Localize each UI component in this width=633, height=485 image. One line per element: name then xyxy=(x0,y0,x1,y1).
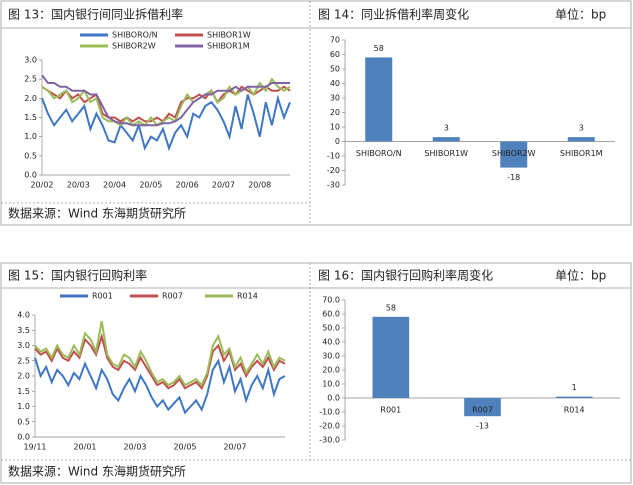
y-tick-label: 30.0 xyxy=(322,352,340,361)
x-tick-label: SHIBOR1W xyxy=(424,149,468,158)
chart-title: 图 14：同业拆借利率周变化 xyxy=(318,7,469,22)
bar xyxy=(372,316,410,398)
x-tick-label: 20/06 xyxy=(176,181,199,190)
y-tick-label: 1.5 xyxy=(24,113,37,122)
value-label: -13 xyxy=(476,422,489,431)
y-tick-label: -20.0 xyxy=(319,422,340,431)
y-tick-label: 4.0 xyxy=(17,311,30,320)
y-tick-label: 0 xyxy=(335,137,340,146)
series-line xyxy=(41,74,290,127)
y-tick-label: 10.0 xyxy=(322,380,340,389)
y-tick-label: 20.0 xyxy=(322,366,340,375)
y-tick-label: 40.0 xyxy=(322,338,340,347)
x-tick-label: R001 xyxy=(380,406,401,415)
frame-bottom xyxy=(0,262,632,484)
x-tick-label: 20/08 xyxy=(248,181,271,190)
legend-label: SHIBORO/N xyxy=(112,31,158,40)
y-tick-label: 10 xyxy=(330,123,340,132)
series-line xyxy=(34,332,286,390)
y-tick-label: 20 xyxy=(330,108,340,117)
source-note: 数据来源：Wind 东海期货研究所 xyxy=(8,464,186,479)
value-label: 3 xyxy=(579,124,584,133)
x-tick-label: 20/07 xyxy=(223,443,246,452)
bar xyxy=(500,141,528,168)
x-tick-label: 20/04 xyxy=(103,181,126,190)
x-tick-label: SHIBOR1M xyxy=(560,149,603,158)
legend-label: R007 xyxy=(162,292,183,301)
x-tick-label: SHIBORO/N xyxy=(356,149,402,158)
y-tick-label: 60 xyxy=(330,50,340,59)
value-label: 58 xyxy=(374,44,384,53)
y-tick-label: -30 xyxy=(327,181,340,190)
y-tick-label: -30.0 xyxy=(319,436,340,445)
y-tick-label: 3.5 xyxy=(17,326,30,335)
value-label: -18 xyxy=(507,173,520,182)
legend-label: SHIBOR1M xyxy=(207,42,250,51)
y-tick-label: 3.0 xyxy=(24,56,37,65)
x-tick-label: 20/01 xyxy=(73,443,96,452)
series-line xyxy=(34,357,286,415)
unit-label: 单位：bp xyxy=(555,7,606,22)
y-tick-label: 70.0 xyxy=(322,296,340,305)
y-tick-label: 1.0 xyxy=(17,402,30,411)
value-label: 1 xyxy=(572,383,577,392)
bar xyxy=(567,137,595,142)
x-tick-label: 20/07 xyxy=(212,181,235,190)
y-tick-label: 2.5 xyxy=(17,356,30,365)
y-tick-label: 1.5 xyxy=(17,387,30,396)
y-tick-label: 2.5 xyxy=(24,75,37,84)
x-tick-label: SHIBOR2W xyxy=(492,149,536,158)
y-tick-label: 0.5 xyxy=(17,417,30,426)
source-note: 数据来源：Wind 东海期货研究所 xyxy=(8,206,186,221)
y-tick-label: 70 xyxy=(330,36,340,45)
series-line xyxy=(41,77,291,127)
series-line xyxy=(34,320,286,387)
x-tick-label: 20/05 xyxy=(139,181,162,190)
chart-title: 图 15：国内银行回购利率 xyxy=(8,268,147,283)
y-tick-label: -10 xyxy=(327,152,340,161)
bar xyxy=(464,398,501,417)
y-tick-label: 0.0 xyxy=(24,171,37,180)
legend-label: SHIBOR1W xyxy=(207,31,251,40)
chart-title: 图 13：国内银行间同业拆借利率 xyxy=(8,7,183,22)
unit-label: 单位：bp xyxy=(555,268,606,283)
x-tick-label: 20/02 xyxy=(30,181,53,190)
y-tick-label: 3.0 xyxy=(17,341,30,350)
y-tick-label: 40 xyxy=(330,79,340,88)
y-tick-label: 2.0 xyxy=(24,94,37,103)
x-tick-label: 20/03 xyxy=(67,181,90,190)
bar xyxy=(365,57,393,142)
y-tick-label: 50 xyxy=(330,65,340,74)
y-tick-label: 0.0 xyxy=(327,394,340,403)
legend-label: R014 xyxy=(237,292,258,301)
series-line xyxy=(41,94,291,152)
y-tick-label: 0.0 xyxy=(17,433,30,442)
y-tick-label: -10.0 xyxy=(319,408,340,417)
x-tick-label: 20/05 xyxy=(173,443,196,452)
value-label: 58 xyxy=(386,303,396,312)
x-tick-label: 19/11 xyxy=(23,443,46,452)
y-tick-label: 1.0 xyxy=(24,132,37,141)
value-label: 3 xyxy=(444,124,449,133)
x-tick-label: 20/03 xyxy=(123,443,146,452)
chart-title: 图 16：国内银行回购利率周变化 xyxy=(318,268,493,283)
y-tick-label: -20 xyxy=(327,166,340,175)
y-tick-label: 0.5 xyxy=(24,151,37,160)
frame-top xyxy=(0,0,632,226)
legend-label: SHIBOR2W xyxy=(112,42,156,51)
y-tick-label: 30 xyxy=(330,94,340,103)
y-tick-label: 2.0 xyxy=(17,372,30,381)
x-tick-label: R007 xyxy=(472,406,493,415)
bar xyxy=(432,137,460,142)
legend-label: R001 xyxy=(92,292,113,301)
y-tick-label: 50.0 xyxy=(322,324,340,333)
x-tick-label: R014 xyxy=(564,406,585,415)
series-line xyxy=(41,85,291,123)
y-tick-label: 60.0 xyxy=(322,310,340,319)
bar xyxy=(555,396,593,398)
